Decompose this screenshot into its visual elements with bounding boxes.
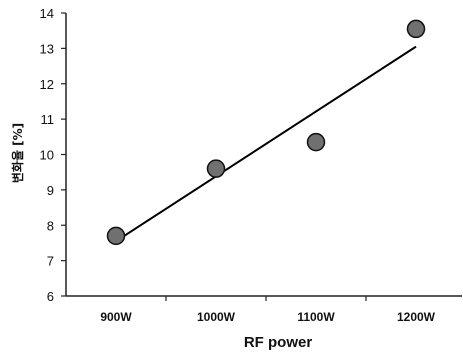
x-tick-label: 1200W [397, 310, 436, 324]
data-point [306, 132, 326, 152]
y-tick-label: 13 [40, 41, 54, 56]
y-tick-label: 9 [47, 183, 54, 198]
x-tick-label: 900W [100, 310, 132, 324]
trendline [115, 45, 417, 243]
trendline-group [115, 45, 417, 243]
data-points [106, 19, 426, 246]
x-ticks: 900W 1000W 1100W 1200W [100, 296, 436, 324]
y-tick-label: 11 [41, 112, 55, 127]
y-tick-label: 7 [47, 254, 54, 269]
y-tick-label: 8 [47, 218, 54, 233]
x-axis-title: RF power [244, 334, 312, 351]
data-point [206, 159, 226, 178]
y-axis-title: 변화율 [%] [10, 123, 25, 183]
x-tick-label: 1000W [197, 310, 236, 324]
y-tick-label: 6 [47, 289, 54, 304]
data-point [406, 19, 426, 39]
data-point [106, 226, 126, 246]
y-tick-label: 14 [40, 6, 54, 21]
x-tick-label: 1100W [297, 310, 335, 324]
y-ticks: 6 7 8 9 10 11 12 13 14 [40, 6, 66, 304]
y-tick-label: 10 [40, 148, 54, 163]
y-tick-label: 12 [40, 77, 54, 92]
